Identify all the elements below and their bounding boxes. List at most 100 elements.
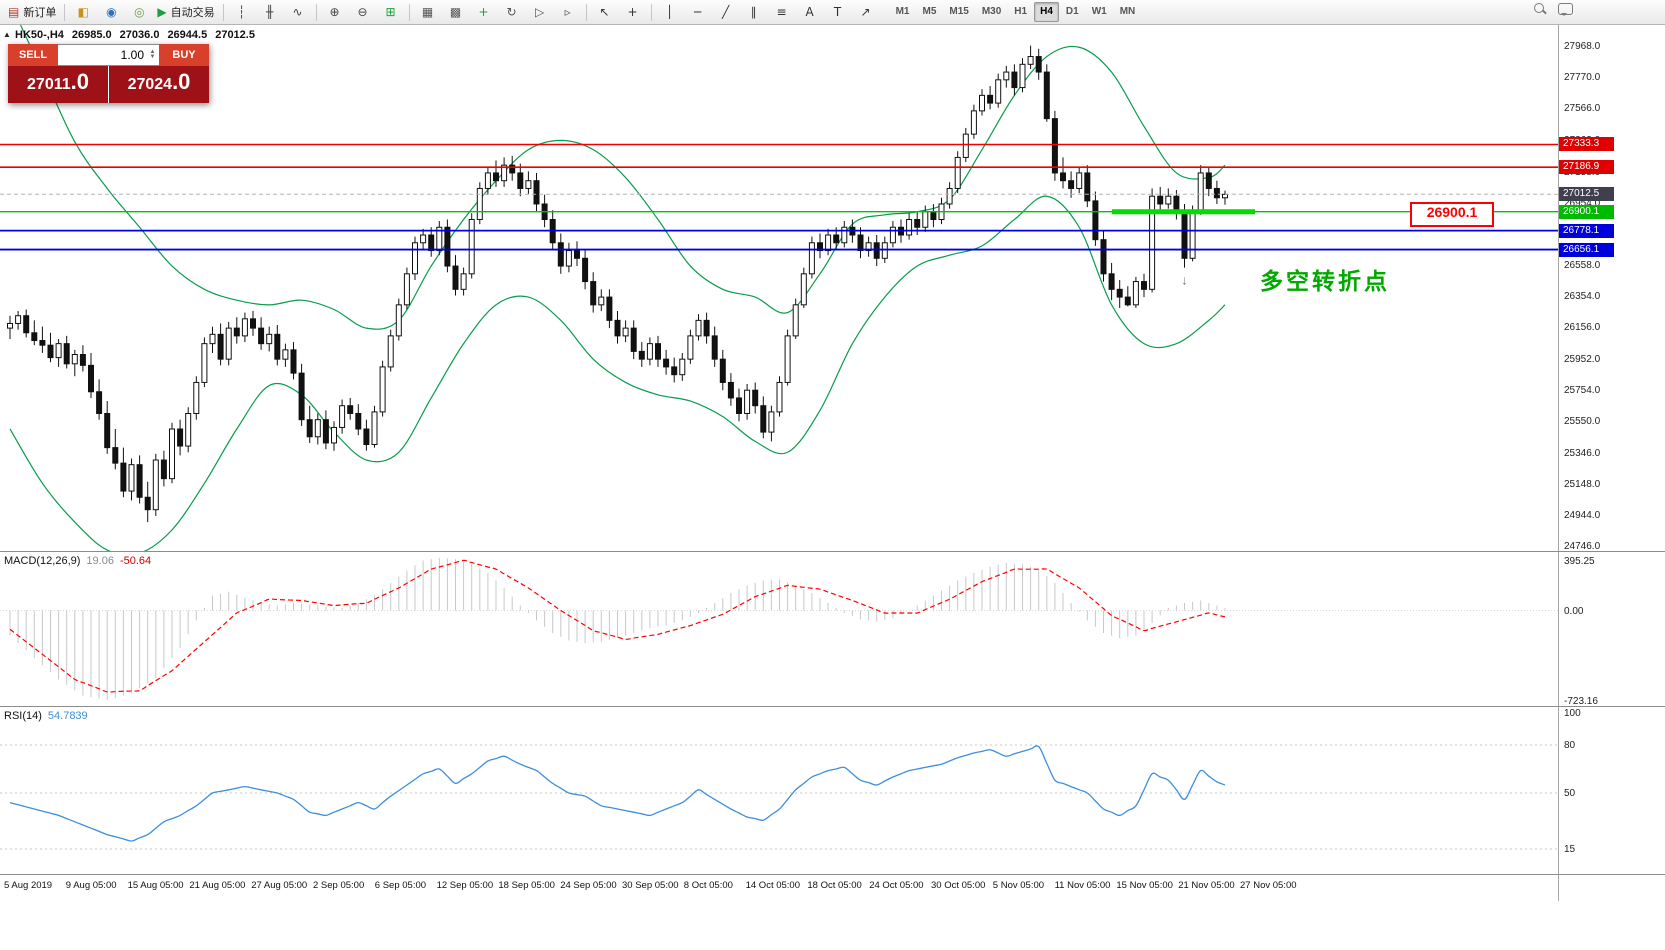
toolbar-separator <box>315 3 317 21</box>
price-tick: 25148.0 <box>1564 478 1601 490</box>
trendline-button[interactable]: ╱ <box>712 1 740 23</box>
pivot-price-label[interactable]: 26900.1 <box>1410 201 1494 227</box>
zoom-in-button[interactable]: ⊕ <box>321 1 349 23</box>
horizontal-line-button[interactable]: ─ <box>684 1 712 23</box>
macd-axis: 395.25 0.00 -723.16 <box>1558 552 1665 707</box>
volume-down-icon[interactable]: ▼ <box>149 54 156 60</box>
crosshair-icon: + <box>627 5 638 19</box>
macd-label: MACD(12,26,9) <box>4 555 81 567</box>
one-click-toggle-icon[interactable]: ▲ <box>3 30 11 39</box>
date-label: 11 Nov 05:00 <box>1054 880 1111 891</box>
channel-icon: ∥ <box>750 5 757 19</box>
price-tag: 27333.3 <box>1559 137 1614 152</box>
ohlc-low: 26944.5 <box>167 29 208 41</box>
rsi-tick: 50 <box>1564 788 1576 799</box>
price-axis[interactable]: 27968.027770.027566.027362.027158.026954… <box>1558 24 1665 552</box>
price-tick: 26558.0 <box>1564 259 1601 271</box>
channel-button[interactable]: ∥ <box>740 1 768 23</box>
timeframe-mn[interactable]: MN <box>1119 6 1136 17</box>
price-tick: 24746.0 <box>1564 541 1601 552</box>
new-order-icon: ▤ <box>8 5 20 19</box>
turning-point-annotation[interactable]: 多空转折点 <box>1260 268 1390 294</box>
arrow-tool-button[interactable]: ↗ <box>852 1 880 23</box>
svg-text:↓: ↓ <box>1181 273 1188 288</box>
date-label: 30 Oct 05:00 <box>931 880 986 891</box>
timeframe-d1[interactable]: D1 <box>1065 6 1079 17</box>
crosshair-button[interactable]: + <box>619 1 647 23</box>
chart-shift-button[interactable]: ▹ <box>554 1 582 23</box>
price-chart-panel[interactable]: ↓ ▲ HK50-,H4 26985.0 27036.0 26944.5 270… <box>0 24 1665 552</box>
refresh-button[interactable]: ↻ <box>498 1 526 23</box>
timeframe-m5[interactable]: M5 <box>922 6 937 17</box>
autotrading-button[interactable]: ▶ 自动交易 <box>153 1 218 23</box>
market-watch-button[interactable]: ◉ <box>97 1 125 23</box>
profiles-button[interactable]: ▩ <box>442 1 470 23</box>
add-indicator-button[interactable]: + <box>470 1 498 23</box>
tile-windows-icon: ⊞ <box>385 5 396 19</box>
rsi-chart[interactable] <box>0 707 1558 874</box>
volume-up-icon[interactable]: ▲ <box>149 49 156 55</box>
ohlc-high: 27036.0 <box>119 29 160 41</box>
buy-price: 27024 <box>127 76 173 93</box>
price-tick: 25952.0 <box>1564 353 1601 365</box>
price-divider <box>108 66 109 103</box>
timeframe-m1[interactable]: M1 <box>895 6 910 17</box>
ohlc-header: HK50-,H4 26985.0 27036.0 26944.5 27012.5 <box>15 29 255 41</box>
chat-icon[interactable] <box>1558 3 1573 16</box>
zoom-out-button[interactable]: ⊖ <box>349 1 377 23</box>
timeframe-h4[interactable]: H4 <box>1034 2 1059 22</box>
toolbar: ▤ 新订单 ◧ ◉ ◎ ▶ 自动交易 ┆ ╫ ∿ ⊕ ⊖ ⊞ ▦ ▩ + ↻ ▷ ▹ ↖ + │ ─ ╱ ∥ ≡ A T ↗ M1 M5 M… <box>0 0 1665 25</box>
macd-signal-value: -50.64 <box>119 555 152 567</box>
date-label: 21 Aug 05:00 <box>189 880 246 891</box>
timeframe-m15[interactable]: M15 <box>949 6 969 17</box>
date-label: 27 Nov 05:00 <box>1240 880 1297 891</box>
charts-grid-button[interactable]: ◧ <box>69 1 97 23</box>
candlestick-button[interactable]: ╫ <box>256 1 284 23</box>
search-icon[interactable] <box>1534 3 1546 15</box>
buy-price-button[interactable]: 27024.0 <box>109 66 209 103</box>
price-tick: 24944.0 <box>1564 510 1601 522</box>
new-order-button[interactable]: ▤ 新订单 <box>4 1 60 23</box>
date-label: 15 Aug 05:00 <box>127 880 184 891</box>
macd-panel[interactable]: MACD(12,26,9) 19.06 -50.64 395.25 0.00 -72… <box>0 551 1665 707</box>
volume-spinner: ▲ ▼ <box>146 49 159 60</box>
arrow-tool-icon: ↗ <box>860 5 871 19</box>
navigator-button[interactable]: ◎ <box>125 1 153 23</box>
tile-windows-button[interactable]: ⊞ <box>377 1 405 23</box>
fibonacci-icon: ≡ <box>776 5 787 19</box>
toolbar-separator <box>222 3 224 21</box>
bar-chart-button[interactable]: ┆ <box>228 1 256 23</box>
buy-button[interactable]: BUY <box>159 44 209 66</box>
timeframe-h1[interactable]: H1 <box>1014 6 1028 17</box>
date-label: 15 Nov 05:00 <box>1116 880 1173 891</box>
bar-chart-icon: ┆ <box>237 5 246 19</box>
new-chart-button[interactable]: ▦ <box>414 1 442 23</box>
time-axis[interactable]: 5 Aug 2019 9 Aug 05:00 15 Aug 05:00 21 Aug … <box>0 874 1665 901</box>
zoom-out-icon: ⊖ <box>357 5 368 19</box>
fibonacci-button[interactable]: ≡ <box>768 1 796 23</box>
line-chart-button[interactable]: ∿ <box>284 1 312 23</box>
macd-title: MACD(12,26,9) 19.06 -50.64 <box>4 555 151 567</box>
toolbar-separator <box>585 3 587 21</box>
macd-chart[interactable] <box>0 552 1558 706</box>
timeframe-m30[interactable]: M30 <box>981 6 1002 17</box>
label-button[interactable]: T <box>824 1 852 23</box>
rsi-value: 54.7839 <box>47 710 88 722</box>
price-chart[interactable]: ↓ <box>0 24 1558 551</box>
rsi-panel[interactable]: RSI(14) 54.7839 100 80 50 15 <box>0 706 1665 875</box>
vertical-line-button[interactable]: │ <box>656 1 684 23</box>
timeframe-w1[interactable]: W1 <box>1091 6 1107 17</box>
sell-price-button[interactable]: 27011.0 <box>8 66 108 103</box>
text-button[interactable]: A <box>796 1 824 23</box>
macd-tick: 395.25 <box>1564 556 1595 567</box>
cursor-button[interactable]: ↖ <box>591 1 619 23</box>
sell-button[interactable]: SELL <box>8 44 58 66</box>
trendline-icon: ╱ <box>721 5 730 19</box>
volume-stepper[interactable]: 1.00 ▲ ▼ <box>58 44 159 66</box>
rsi-tick: 15 <box>1564 844 1576 855</box>
date-label: 30 Sep 05:00 <box>622 880 679 891</box>
rsi-label: RSI(14) <box>4 710 42 722</box>
volume-value[interactable]: 1.00 <box>120 48 144 62</box>
auto-scroll-button[interactable]: ▷ <box>526 1 554 23</box>
price-tick: 27968.0 <box>1564 41 1601 52</box>
